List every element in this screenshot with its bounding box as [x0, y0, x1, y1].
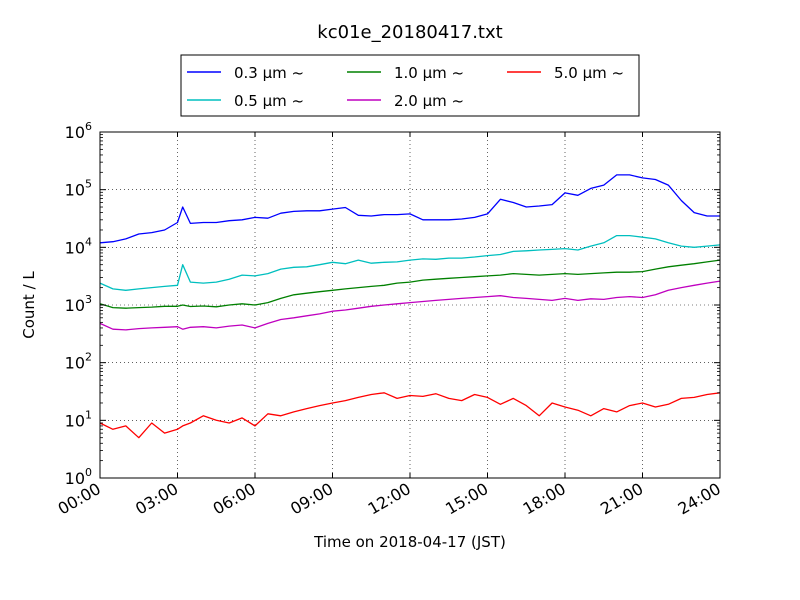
series-line-1 [99, 234, 721, 291]
chart-title: kc01e_20180417.txt [317, 22, 502, 43]
series-lines [99, 174, 721, 439]
series-line-4 [99, 392, 721, 439]
series-line-3 [99, 280, 721, 331]
legend-label: 0.3 µm ~ [234, 64, 304, 82]
legend-label: 5.0 µm ~ [554, 64, 624, 82]
legend: 0.3 µm ~ 0.5 µm ~ 1.0 µm ~ 2.0 µm ~ 5.0 µm ~ [180, 54, 640, 117]
legend-label: 0.5 µm ~ [234, 92, 304, 110]
gridlines [100, 132, 720, 478]
x-axis-label: Time on 2018-04-17 (JST) [313, 533, 506, 551]
legend-frame [180, 54, 640, 117]
series-line-2 [99, 259, 721, 309]
series-line-0 [99, 174, 720, 244]
legend-entry: 5.0 µm ~ [507, 64, 624, 82]
legend-entry: 2.0 µm ~ [347, 92, 464, 110]
legend-entry: 0.5 µm ~ [187, 92, 304, 110]
legend-label: 2.0 µm ~ [394, 92, 464, 110]
legend-entry: 0.3 µm ~ [187, 64, 304, 82]
y-axis-label: Count / L [20, 271, 38, 339]
legend-label: 1.0 µm ~ [394, 64, 464, 82]
legend-entry: 1.0 µm ~ [347, 64, 464, 82]
